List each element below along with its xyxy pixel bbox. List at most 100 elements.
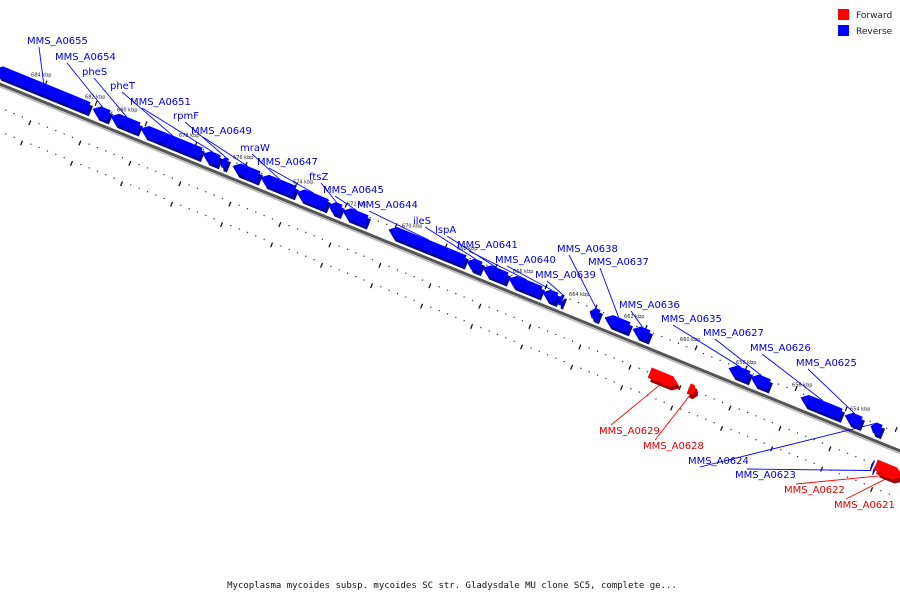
gene-label[interactable]: MMS_A0637 — [588, 257, 649, 268]
gene-arrow[interactable] — [876, 463, 900, 480]
gene-label[interactable]: ileS — [413, 216, 431, 227]
gene-arrow[interactable] — [750, 374, 771, 390]
gene-MMS_A0655[interactable] — [0, 66, 94, 117]
gene-MMS_A0624[interactable] — [870, 422, 886, 440]
scale-minor-tick — [155, 194, 157, 196]
gene-label[interactable]: pheS — [82, 67, 107, 78]
gene-ftsZ[interactable] — [328, 202, 346, 220]
gene-arrow[interactable] — [589, 307, 601, 321]
gene-label[interactable]: MMS_A0629 — [599, 426, 660, 437]
gene-label[interactable]: MMS_A0621 — [834, 500, 895, 511]
gene-label[interactable]: MMS_A0628 — [643, 441, 704, 452]
gene-MMS_A0638[interactable] — [589, 307, 604, 325]
gene-label[interactable]: MMS_A0640 — [495, 255, 556, 266]
gene-MMS_A0637[interactable] — [604, 315, 634, 337]
gene-MMS_A0628[interactable] — [686, 383, 699, 400]
gene-MMS_A0626[interactable] — [800, 394, 846, 423]
gene-label[interactable]: rpmF — [173, 111, 199, 122]
gene-arrow[interactable] — [632, 326, 651, 341]
gene-label[interactable]: MMS_A0647 — [257, 157, 318, 168]
gene-label[interactable]: MMS_A0623 — [735, 470, 796, 481]
gene-label[interactable]: MMS_A0636 — [619, 300, 680, 311]
gene-lspA[interactable] — [482, 265, 512, 287]
gene-mraW[interactable] — [260, 174, 300, 201]
gene-leader-line — [93, 77, 127, 118]
gene-label[interactable]: MMS_A0644 — [357, 200, 418, 211]
gene-label[interactable]: MMS_A0626 — [750, 343, 811, 354]
gene-label[interactable]: lspA — [435, 225, 456, 236]
gene-label[interactable]: MMS_A0639 — [535, 270, 596, 281]
gene-label[interactable]: pheT — [110, 81, 136, 92]
gene-MMS_A0639[interactable] — [558, 294, 568, 310]
gene-arrow[interactable] — [466, 258, 483, 273]
gene-arrow[interactable] — [140, 125, 203, 158]
scale-minor-tick — [486, 264, 488, 266]
gene-arrow[interactable] — [728, 365, 751, 382]
gene-arrow[interactable] — [558, 294, 565, 306]
gene-arrow[interactable] — [686, 383, 696, 396]
scale-major-tick — [520, 344, 524, 350]
gene-MMS_A0627[interactable] — [750, 374, 774, 394]
gene-rpmF[interactable] — [220, 157, 232, 173]
gene-arrow[interactable] — [0, 66, 91, 113]
gene-arrow[interactable] — [647, 367, 678, 387]
scale-major-tick — [528, 323, 532, 330]
gene-MMS_A0621[interactable] — [876, 463, 900, 484]
gene-arrow[interactable] — [110, 113, 141, 133]
gene-label[interactable]: MMS_A0651 — [130, 97, 191, 108]
scale-minor-tick — [796, 455, 799, 458]
gene-label[interactable]: MMS_A0655 — [27, 36, 88, 47]
gene-label[interactable]: MMS_A0624 — [688, 456, 749, 467]
gene-arrow[interactable] — [232, 163, 261, 182]
gene-label[interactable]: MMS_A0627 — [703, 328, 764, 339]
gene-arrow[interactable] — [220, 157, 229, 169]
gene-arrow[interactable] — [296, 189, 329, 210]
gene-MMS_A0649[interactable] — [232, 163, 264, 186]
gene-pheS[interactable] — [110, 113, 144, 137]
scale-minor-tick — [796, 432, 799, 434]
gene-arrow[interactable] — [482, 265, 509, 283]
gene-MMS_A0645[interactable] — [342, 208, 372, 230]
scale-major-tick — [678, 385, 682, 391]
gene-arrow[interactable] — [260, 174, 297, 197]
gene-arrow[interactable] — [604, 315, 631, 333]
gene-label[interactable]: MMS_A0654 — [55, 52, 116, 63]
gene-arrow[interactable] — [202, 151, 221, 166]
gene-label[interactable]: mraW — [240, 143, 270, 154]
gene-label[interactable]: MMS_A0645 — [323, 185, 384, 196]
gene-arrow[interactable] — [508, 275, 543, 297]
gene-MMS_A0635[interactable] — [728, 365, 754, 386]
gene-MMS_A0647[interactable] — [296, 189, 332, 214]
scale-minor-tick — [38, 146, 40, 149]
gene-MMS_A0625[interactable] — [844, 412, 866, 431]
gene-arrow[interactable] — [844, 412, 863, 427]
gene-arrow[interactable] — [388, 227, 467, 266]
gene-label[interactable]: ftsZ — [309, 172, 328, 183]
scale-minor-tick — [163, 174, 165, 176]
gene-label[interactable]: MMS_A0622 — [784, 485, 845, 496]
gene-MMS_A0651[interactable] — [202, 151, 224, 170]
gene-arrow[interactable] — [869, 460, 876, 471]
gene-arrow[interactable] — [870, 422, 883, 436]
gene-MMS_A0641[interactable] — [508, 275, 546, 301]
gene-label[interactable]: MMS_A0625 — [796, 358, 857, 369]
gene-MMS_A0644[interactable] — [388, 227, 470, 270]
gene-MMS_A0640[interactable] — [542, 289, 562, 308]
gene-MMS_A0654[interactable] — [92, 106, 114, 125]
gene-arrow[interactable] — [92, 106, 111, 121]
gene-label[interactable]: MMS_A0649 — [191, 126, 252, 137]
scale-minor-tick — [763, 442, 765, 444]
gene-label[interactable]: MMS_A0635 — [661, 314, 722, 325]
gene-pheT[interactable] — [140, 125, 206, 162]
gene-ileS[interactable] — [466, 258, 486, 277]
gene-label[interactable]: MMS_A0641 — [457, 240, 518, 251]
gene-MMS_A0636[interactable] — [632, 326, 654, 345]
gene-MMS_A0629[interactable] — [647, 367, 681, 391]
scale-minor-tick — [205, 214, 207, 217]
gene-arrow[interactable] — [328, 202, 343, 216]
gene-arrow[interactable] — [542, 289, 559, 304]
gene-arrow[interactable] — [800, 394, 843, 419]
gene-arrow[interactable] — [342, 208, 369, 226]
gene-label[interactable]: MMS_A0638 — [557, 244, 618, 255]
scale-minor-tick — [30, 143, 32, 145]
